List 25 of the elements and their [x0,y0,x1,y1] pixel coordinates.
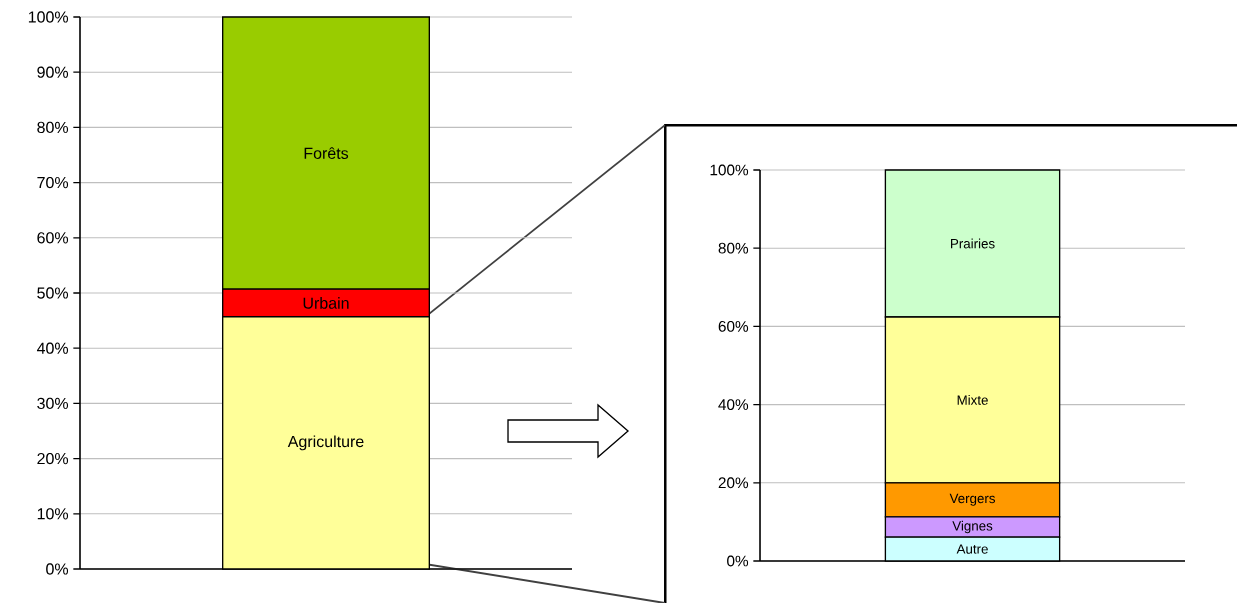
y-tick-label: 100% [710,164,749,176]
y-tick-label: 0% [46,563,69,575]
series-label: Mixte [957,395,988,405]
y-tick-label: 40% [718,399,749,411]
series-label: Vignes [952,520,993,534]
y-tick-label: 10% [37,508,69,520]
y-tick-label: 0% [727,555,749,567]
y-tick-label: 40% [36,342,69,354]
series-label: Vergers [949,493,996,506]
y-tick-label: 60% [718,320,749,332]
y-tick-label: 60% [37,232,69,244]
series-label: Autre [956,544,988,554]
y-tick-label: 30% [37,397,69,410]
y-tick-label: 50% [37,287,69,299]
y-tick-label: 90% [37,66,69,78]
y-tick-label: 100% [28,11,69,23]
series-label: Urbain [303,297,349,309]
y-tick-label: 20% [718,477,749,489]
series-label: Prairies [951,238,995,249]
series-label: Forêts [304,147,349,159]
y-tick-label: 20% [37,452,69,465]
y-tick-label: 70% [37,176,69,189]
series-label: Agriculture [287,435,364,451]
y-tick-label: 80% [718,242,749,254]
y-tick-label: 80% [37,121,69,134]
